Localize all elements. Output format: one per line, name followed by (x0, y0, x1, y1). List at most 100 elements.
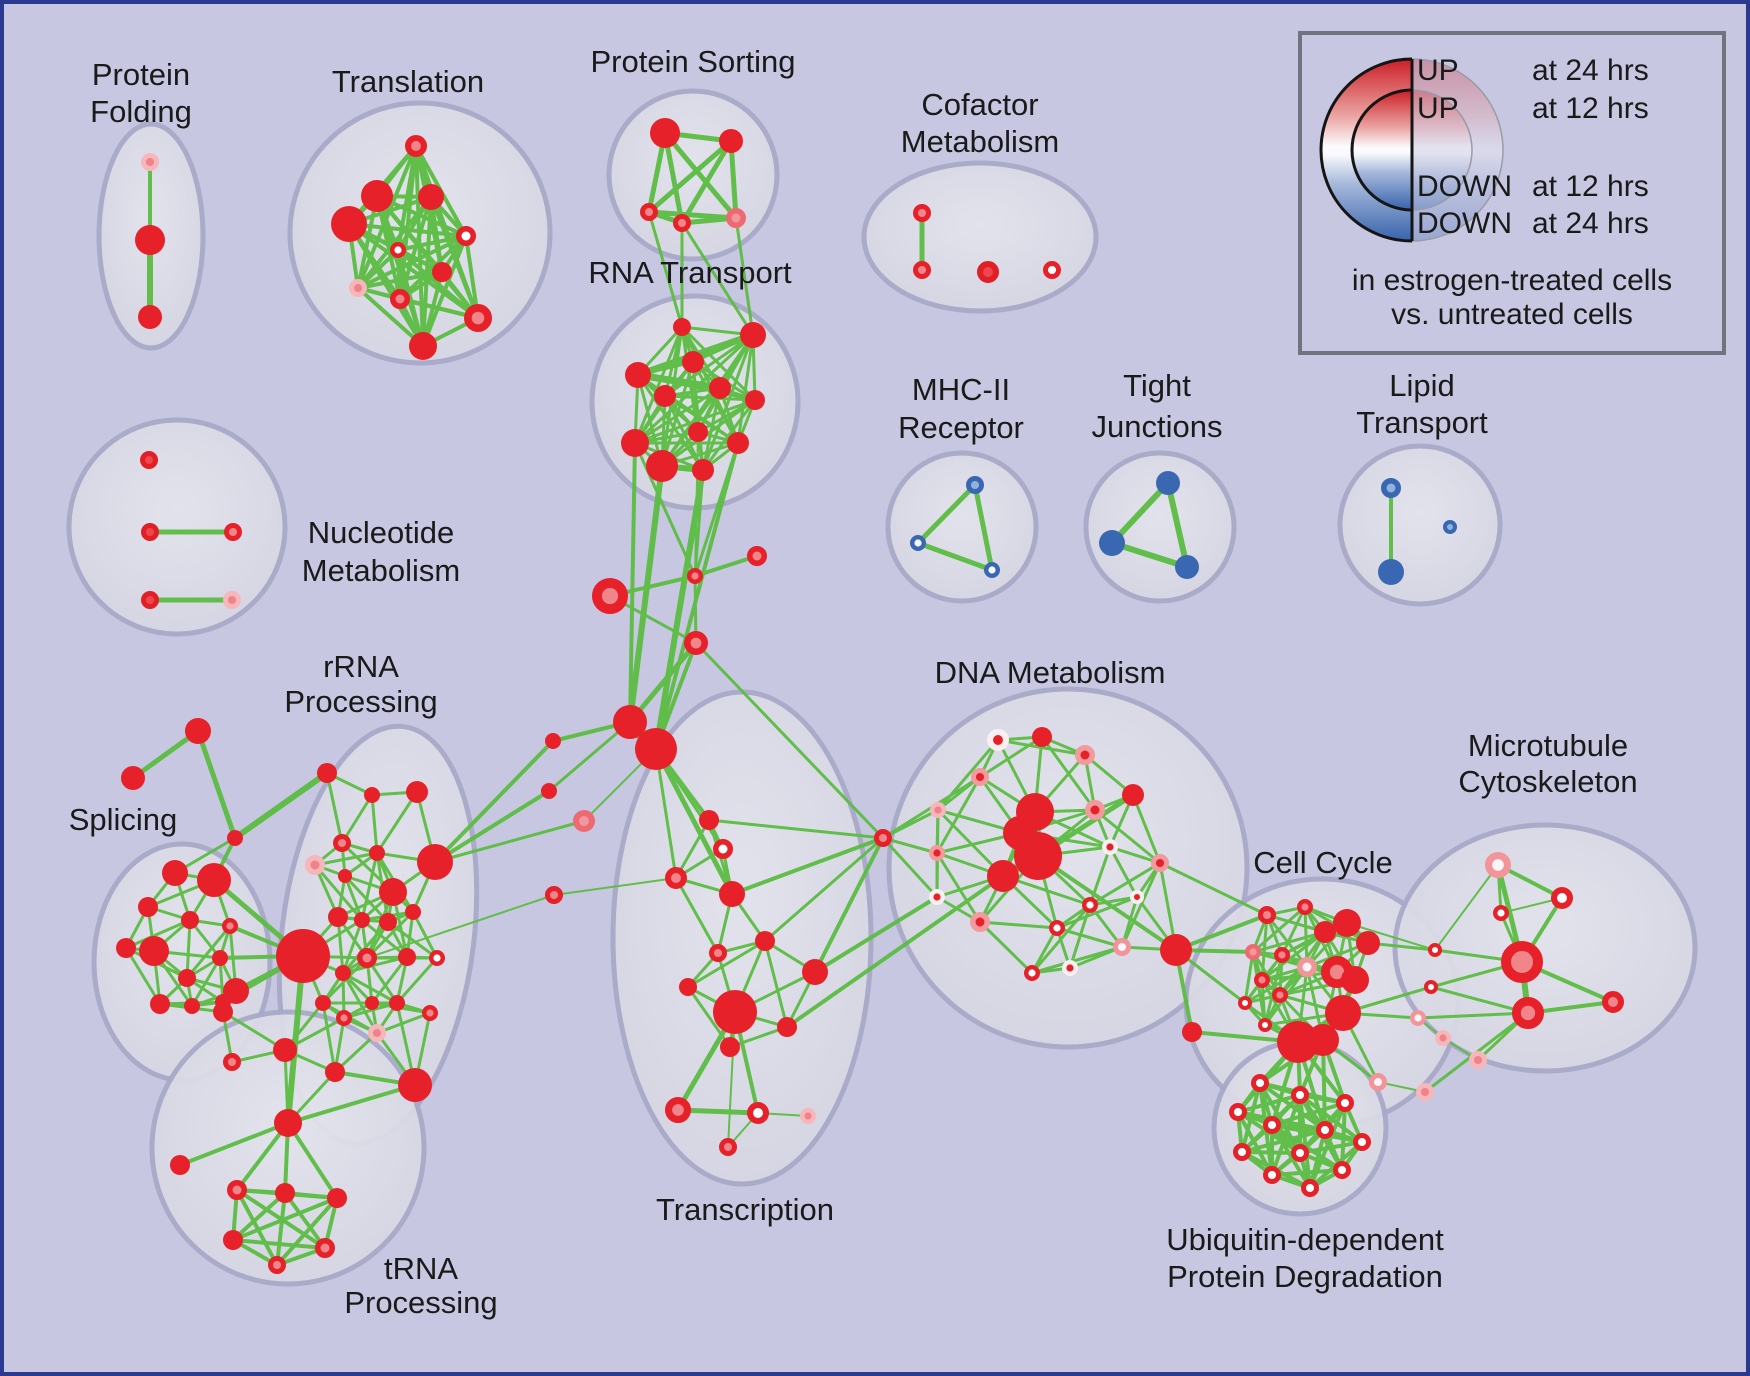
edge-tl3-tl10 (429, 195, 480, 320)
node-rt11 (646, 450, 678, 482)
edge-dn7-dn15 (1093, 808, 1162, 865)
edge-rr3-rr6 (375, 790, 419, 855)
node-cc12 (1271, 987, 1288, 1004)
node-cn1 (687, 568, 704, 585)
edge-sp5-sp9 (185, 924, 232, 980)
edge-rt10-cn1 (633, 441, 697, 578)
node-sp10 (150, 994, 170, 1014)
node-rr21 (389, 995, 405, 1011)
node-tl8 (349, 279, 368, 298)
legend-time-3: at 24 hrs (1532, 207, 1649, 240)
edge-cn8-rr14 (366, 894, 555, 959)
node-dn12 (1014, 832, 1062, 880)
node-lp1 (1381, 478, 1401, 498)
edge-dn2-dn4 (978, 735, 1044, 779)
node-ub6 (1315, 1120, 1334, 1139)
edge-rr5-rr6 (313, 851, 379, 867)
edge-st1-st2 (130, 728, 201, 781)
edge-sp6-sp10 (124, 946, 162, 1006)
node-dn3 (1075, 745, 1095, 765)
node-cc4 (1333, 909, 1361, 937)
node-pf3 (138, 305, 162, 329)
node-rr11 (354, 912, 370, 928)
label-protein-folding: Folding (90, 94, 192, 129)
label-protein-folding: Protein (92, 57, 190, 92)
node-tx9 (713, 990, 757, 1034)
edge-dn8-dn17 (881, 836, 939, 899)
node-tx7 (802, 959, 828, 985)
node-tx14 (800, 1107, 817, 1124)
node-h2 (635, 728, 677, 770)
edge-tx7-dn8 (813, 836, 885, 974)
edge-tr11-tr14 (283, 1191, 327, 1250)
legend-note-line-1: in estrogen-treated cells (1352, 264, 1672, 297)
node-tx13 (747, 1102, 770, 1125)
node-cf3 (977, 260, 1000, 283)
edge-cc21-mt1 (1434, 864, 1499, 951)
node-tj3 (1175, 555, 1199, 579)
node-tl9 (390, 289, 410, 309)
node-tj2 (1099, 530, 1125, 556)
cluster-nucleotide-metabolism (66, 417, 288, 637)
node-dn14 (1101, 839, 1118, 856)
edge-ps2-ps4 (679, 138, 734, 226)
edge-tx10-dn13 (785, 874, 1005, 1029)
legend-direction-3: DOWN (1417, 207, 1512, 240)
node-rt3 (682, 351, 704, 373)
edge-cc6-cc13 (1243, 950, 1255, 1005)
network-nodes (116, 118, 1625, 1274)
label-splicing: Splicing (69, 802, 178, 837)
node-dn21 (1112, 937, 1131, 956)
edge-ub10-ub11 (1270, 1168, 1344, 1177)
edge-tj1-tj3 (1165, 480, 1190, 570)
edge-rt2-rt9 (736, 333, 755, 445)
edge-dn21-dn24 (1068, 945, 1124, 970)
node-sp13 (223, 978, 249, 1004)
label-transcription: Transcription (656, 1192, 834, 1227)
node-ub4 (1228, 1102, 1247, 1121)
node-rt1 (673, 318, 691, 336)
edge-rr2-rr4 (340, 793, 374, 845)
node-cn5 (545, 733, 561, 749)
edge-ps5-rt2 (734, 216, 755, 337)
node-tr15 (268, 1255, 287, 1274)
node-sp7 (139, 936, 169, 966)
node-nm4 (141, 590, 160, 609)
edge-tr6-rr18 (321, 1001, 337, 1074)
node-tr6 (325, 1062, 345, 1082)
node-mt2 (1551, 887, 1574, 910)
node-cc19 (1409, 1010, 1426, 1027)
node-tx3 (665, 867, 688, 890)
node-mh3 (984, 562, 1001, 579)
node-tr1 (213, 1002, 233, 1022)
edge-dn18-dn23 (978, 920, 1034, 975)
node-cc20 (1434, 1029, 1451, 1046)
node-cc3 (1314, 921, 1336, 943)
edge-cc8-cc13 (1243, 965, 1309, 1005)
node-tx2 (713, 839, 733, 859)
cluster-cofactor-metabolism (861, 160, 1099, 314)
edge-dn8-tx4 (730, 836, 885, 896)
node-rr13 (405, 904, 421, 920)
label-rna-transport: RNA Transport (588, 255, 792, 290)
node-sp5 (221, 918, 238, 935)
edge-rt8-cn1 (694, 431, 699, 577)
edge-sp4-sp9 (185, 918, 192, 980)
node-dn2 (1032, 727, 1052, 747)
edge-ub7-ub9 (1298, 1140, 1364, 1155)
node-tx6 (755, 931, 775, 951)
legend-direction-2: DOWN (1417, 170, 1512, 203)
node-cc8 (1297, 957, 1317, 977)
edge-mh1-mh3 (972, 482, 995, 573)
legend-direction-1: UP (1417, 92, 1459, 125)
node-dn17 (929, 889, 946, 906)
label-lipid-transport: Lipid (1389, 368, 1455, 403)
node-tr9 (170, 1155, 190, 1175)
edge-rt6-rt7 (663, 394, 757, 402)
node-mt5 (1512, 997, 1545, 1030)
edge-dn15-cc1 (1158, 861, 1269, 917)
edge-rt2-rt12 (701, 333, 755, 472)
node-st1 (185, 718, 211, 744)
node-st2 (121, 766, 145, 790)
